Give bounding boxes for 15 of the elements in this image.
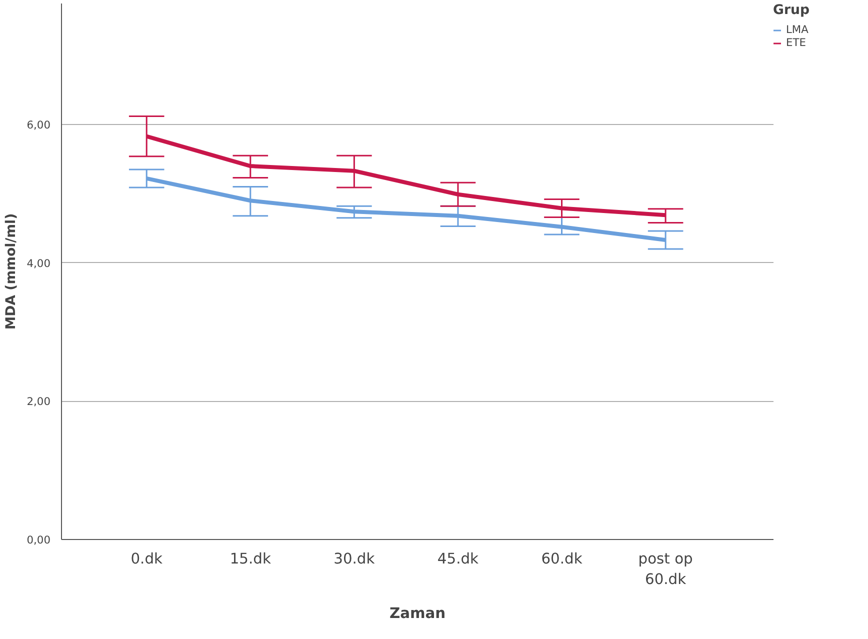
x-tick-label: post op 60.dk <box>638 550 693 588</box>
y-tick-label: 0,00 <box>26 534 51 546</box>
y-axis-title: MDA (mmol/ml) <box>4 213 19 330</box>
x-axis-title: Zaman <box>389 604 446 622</box>
x-tick-label: 45.dk <box>437 550 480 568</box>
y-tick-label: 6,00 <box>26 118 51 132</box>
legend-label: ETE <box>786 36 806 49</box>
legend-title: Grup <box>773 3 810 18</box>
x-tick-label: 0.dk <box>130 550 164 568</box>
legend-label: LMA <box>786 23 808 36</box>
x-tick-label: 60.dk <box>541 550 583 568</box>
x-tick-label: 30.dk <box>334 550 376 568</box>
y-tick-label: 2,00 <box>26 395 51 408</box>
x-tick-label: 15.dk <box>230 550 272 568</box>
y-tick-label: 4,00 <box>26 256 51 270</box>
